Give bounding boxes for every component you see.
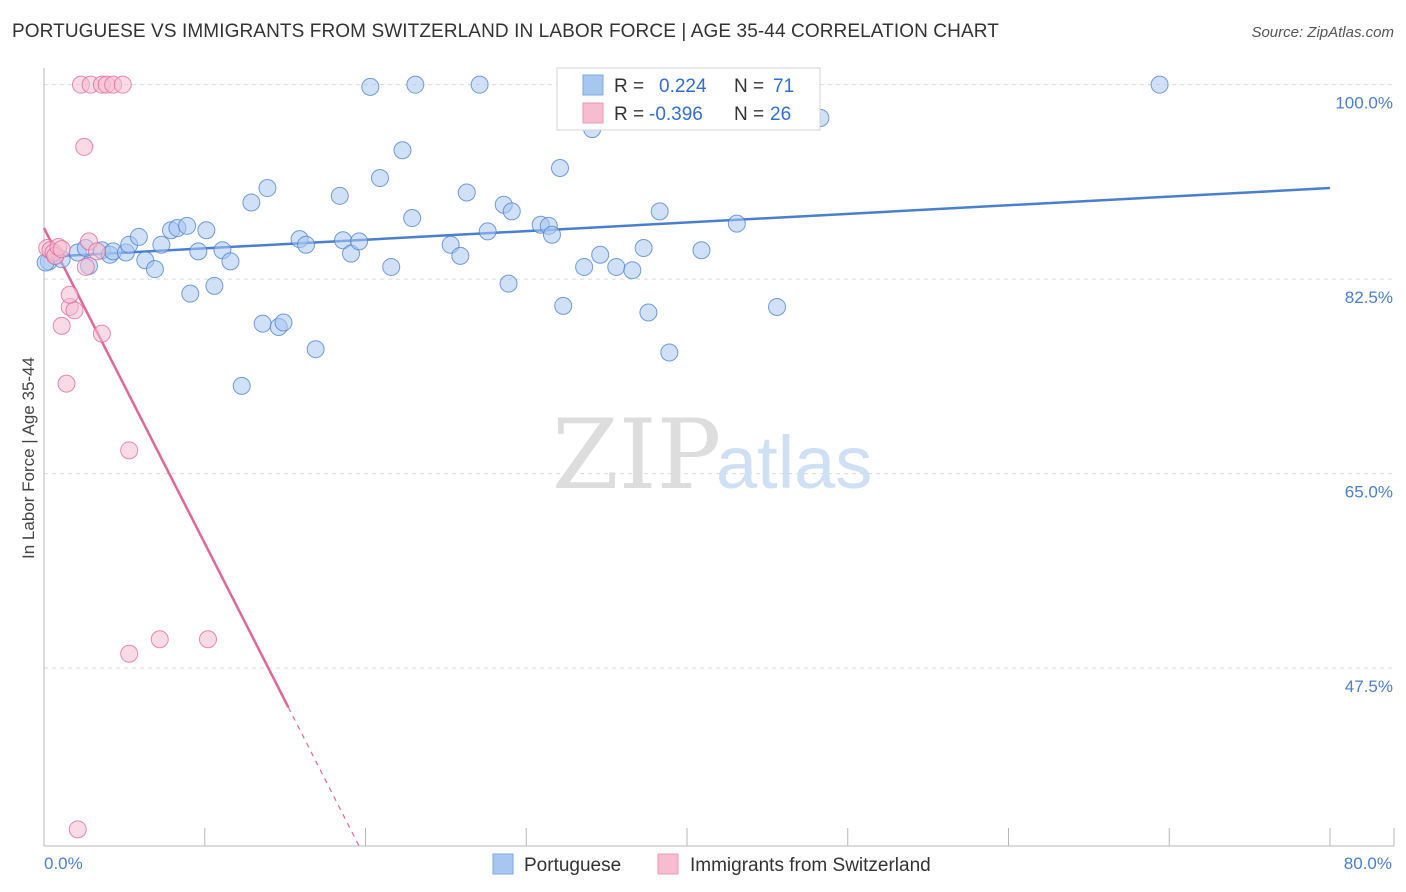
point-swiss [198, 630, 217, 649]
point-portuguese [297, 235, 316, 254]
point-portuguese [129, 227, 148, 246]
series-legend-swatch-swiss [657, 853, 679, 875]
point-swiss [60, 285, 79, 304]
point-swiss [113, 75, 132, 94]
legend-r-value-1: 0.224 [659, 76, 707, 97]
point-portuguese [258, 179, 277, 198]
point-portuguese [232, 376, 251, 395]
point-portuguese [451, 246, 470, 265]
point-portuguese [370, 169, 389, 188]
point-swiss [52, 316, 71, 335]
y-tick-label: 65.0% [1345, 483, 1393, 502]
watermark-atlas: atlas [716, 421, 872, 504]
point-portuguese [499, 274, 518, 293]
point-portuguese [551, 159, 570, 178]
series-legend-swatch-portuguese [492, 853, 514, 875]
point-portuguese [205, 276, 224, 295]
legend-r-label-2: R = [614, 104, 644, 125]
point-portuguese [502, 202, 521, 221]
point-swiss [92, 324, 111, 343]
point-swiss [52, 240, 71, 259]
point-portuguese [623, 261, 642, 280]
series-legend: Portuguese Immigrants from Switzerland [492, 853, 931, 876]
legend-r-label-1: R = [614, 76, 644, 97]
point-portuguese [591, 245, 610, 264]
point-portuguese [274, 313, 293, 332]
data-points [36, 75, 1169, 839]
trend-line-swiss-extension [287, 707, 360, 847]
legend-n-value-1: 71 [773, 76, 794, 97]
series-legend-label-swiss: Immigrants from Switzerland [690, 855, 931, 876]
legend-n-label-2: N = [734, 104, 764, 125]
y-tick-label: 100.0% [1335, 94, 1393, 113]
watermark-zip: ZIP [552, 399, 721, 511]
grid-lines [44, 84, 1394, 669]
point-portuguese [242, 193, 261, 212]
y-tick-labels: 47.5% 65.0% 82.5% 100.0% [1335, 94, 1393, 697]
point-swiss [68, 820, 87, 839]
point-portuguese [403, 209, 422, 228]
legend-n-value-2: 26 [770, 104, 791, 125]
point-swiss [75, 137, 94, 156]
point-portuguese [639, 303, 658, 322]
legend-n-label-1: N = [734, 76, 764, 97]
y-axis-label: In Labor Force | Age 35-44 [19, 357, 38, 559]
point-portuguese [406, 75, 425, 94]
point-portuguese [178, 216, 197, 235]
trend-line-swiss [42, 227, 290, 708]
point-portuguese [692, 241, 711, 260]
point-swiss [65, 301, 84, 320]
y-tick-label: 47.5% [1345, 677, 1393, 696]
legend-swatch-swiss [582, 102, 604, 124]
point-portuguese [189, 242, 208, 261]
point-portuguese [393, 141, 412, 160]
point-swiss [150, 630, 169, 649]
point-portuguese [253, 314, 272, 333]
point-swiss [57, 374, 76, 393]
point-portuguese [221, 252, 240, 271]
point-portuguese [470, 75, 489, 94]
point-portuguese [145, 260, 164, 279]
source-credit: Source: ZipAtlas.com [1251, 24, 1394, 41]
point-swiss [88, 242, 107, 261]
point-portuguese [457, 183, 476, 202]
point-portuguese [306, 340, 325, 359]
point-swiss [120, 644, 139, 663]
point-portuguese [634, 239, 653, 258]
point-portuguese [607, 257, 626, 276]
point-portuguese [350, 232, 369, 251]
legend-r-value-2: -0.396 [649, 104, 703, 125]
point-portuguese [768, 297, 787, 316]
trend-line-portuguese [43, 186, 1331, 259]
point-swiss [76, 257, 95, 276]
point-portuguese [554, 296, 573, 315]
trend-lines [42, 186, 1331, 847]
point-portuguese [727, 214, 746, 233]
point-portuguese [575, 257, 594, 276]
point-portuguese [197, 221, 216, 240]
chart-title: PORTUGUESE VS IMMIGRANTS FROM SWITZERLAN… [12, 21, 999, 42]
point-portuguese [382, 257, 401, 276]
stats-legend: R = 0.224 N = 71 R = -0.396 N = 26 [556, 67, 821, 131]
x-tick-label-max: 80.0% [1344, 854, 1392, 873]
point-portuguese [152, 235, 171, 254]
point-portuguese [660, 343, 679, 362]
x-tick-label-min: 0.0% [44, 854, 83, 873]
point-portuguese [361, 77, 380, 96]
series-legend-label-portuguese: Portuguese [524, 855, 621, 876]
point-portuguese [650, 202, 669, 221]
point-swiss [120, 441, 139, 460]
point-portuguese [1150, 75, 1169, 94]
y-tick-label: 82.5% [1345, 288, 1393, 307]
point-portuguese [542, 225, 561, 244]
point-portuguese [478, 222, 497, 241]
point-portuguese [181, 284, 200, 303]
point-portuguese [330, 186, 349, 205]
legend-swatch-portuguese [582, 74, 604, 96]
x-ticks [204, 828, 1395, 846]
